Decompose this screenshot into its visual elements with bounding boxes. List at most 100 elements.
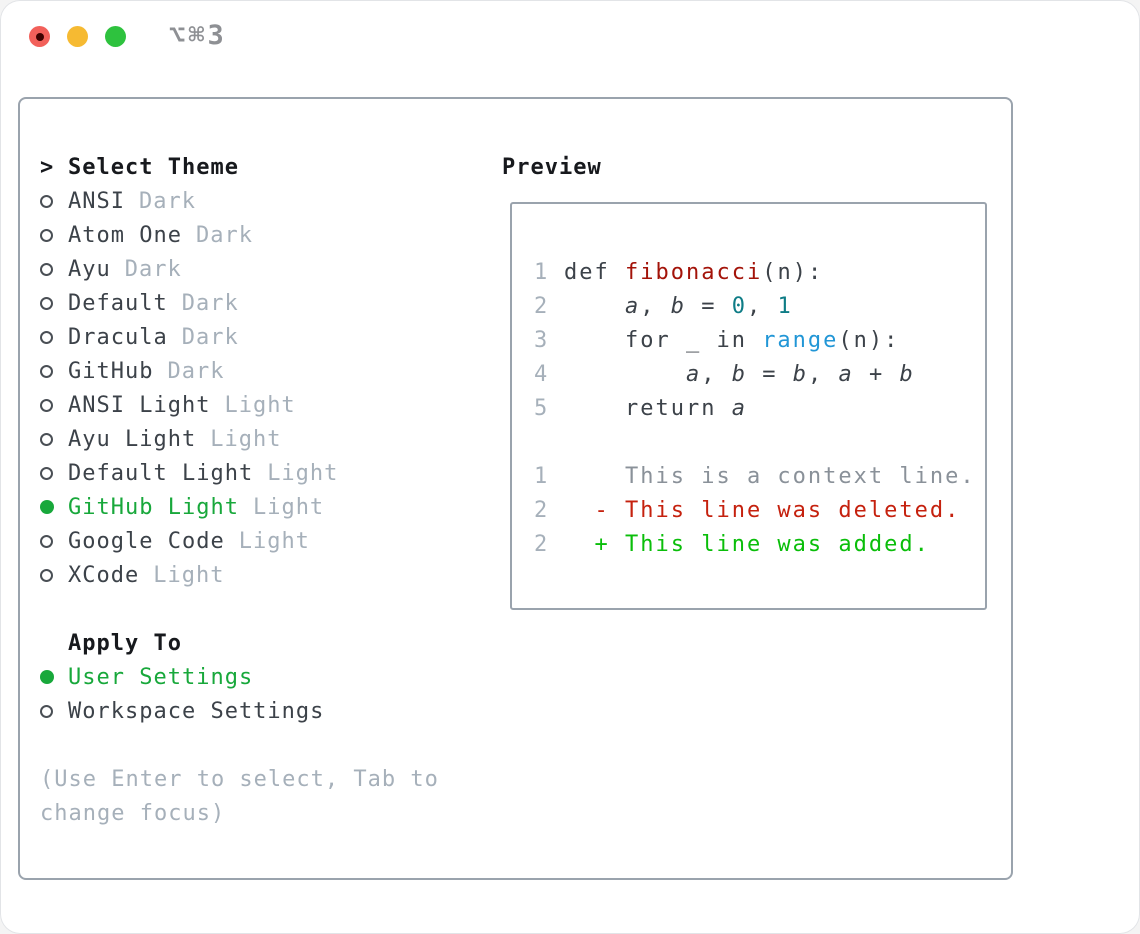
code-line: 4 a, b = b, a + b [534, 357, 976, 391]
theme-option-ayu[interactable]: Ayu Dark [40, 252, 439, 286]
apply-to-options-list: User Settings Workspace Settings [40, 660, 439, 728]
code-token: b [899, 361, 915, 387]
code-token: b [792, 361, 808, 387]
minimize-button-icon[interactable] [67, 26, 88, 47]
theme-option-dracula[interactable]: Dracula Dark [40, 320, 439, 354]
option-label: Default [68, 290, 168, 316]
code-token: (n): [838, 327, 900, 353]
radio-selected-icon [40, 500, 54, 514]
code-token: + [853, 361, 900, 387]
code-token: b [731, 361, 747, 387]
close-button-icon[interactable] [29, 26, 50, 47]
radio-unselected-icon [40, 398, 53, 412]
option-variant-tag: Dark [181, 290, 239, 316]
radio-unselected-icon [40, 704, 53, 718]
line-number: 2 [534, 531, 550, 557]
code-token: 1 [777, 293, 793, 319]
preview-title: Preview [502, 154, 602, 180]
keyboard-hint: (Use Enter to select, Tab to change focus… [40, 762, 439, 830]
window-controls [29, 26, 126, 47]
apply-option-user-settings[interactable]: User Settings [40, 660, 439, 694]
line-number: 1 [534, 259, 550, 285]
option-variant-tag: Dark [181, 324, 239, 350]
code-line: 1 def fibonacci (n): [534, 255, 976, 289]
code-token: = [685, 293, 732, 319]
theme-option-atom-one[interactable]: Atom One Dark [40, 218, 439, 252]
radio-unselected-icon [40, 194, 53, 208]
radio-selected-icon [40, 670, 54, 684]
code-token [564, 294, 625, 319]
spacer-row [534, 425, 976, 459]
option-label: Google Code [68, 528, 225, 554]
theme-option-google-code[interactable]: Google Code Light [40, 524, 439, 558]
code-token: , [640, 293, 671, 319]
theme-option-github[interactable]: GitHub Dark [40, 354, 439, 388]
theme-option-default-light[interactable]: Default Light Light [40, 456, 439, 490]
select-theme-header: > Select Theme [40, 150, 439, 184]
code-token: a [624, 293, 641, 319]
code-line: 3 for _ in range (n): [534, 323, 976, 357]
line-number: 2 [534, 293, 550, 319]
code-token: (n): [762, 259, 824, 285]
radio-unselected-icon [40, 330, 53, 344]
theme-option-xcode[interactable]: XCode Light [40, 558, 439, 592]
theme-picker-panel: > Select Theme ANSI Dark Atom One Dark Ayu Da… [18, 97, 1013, 880]
line-number: 2 [534, 497, 550, 523]
option-label: Workspace Settings [68, 698, 325, 724]
code-token: a [685, 361, 702, 387]
radio-unselected-icon [40, 568, 53, 582]
line-number: 1 [534, 463, 550, 489]
diff-line-added: 2 + This line was added. [534, 527, 976, 561]
zoom-button-icon[interactable] [105, 26, 126, 47]
theme-option-ayu-light[interactable]: Ayu Light Light [40, 422, 439, 456]
option-label: GitHub [68, 358, 154, 384]
spacer-row [40, 592, 439, 626]
keyboard-hint-line: (Use Enter to select, Tab to [40, 766, 439, 792]
theme-list-column: > Select Theme ANSI Dark Atom One Dark Ayu Da… [40, 150, 439, 830]
code-token: , [701, 361, 732, 387]
code-token: return [564, 395, 732, 421]
option-variant-tag: Light [224, 392, 296, 418]
option-label: XCode [68, 562, 140, 588]
code-token: a [731, 395, 747, 421]
option-label: ANSI [68, 188, 125, 214]
code-token: b [670, 293, 686, 319]
theme-option-default[interactable]: Default Dark [40, 286, 439, 320]
option-variant-tag: Dark [138, 188, 196, 214]
code-token: , [746, 293, 778, 319]
code-token: , [807, 361, 839, 387]
option-variant-tag: Dark [167, 358, 225, 384]
keyboard-hint-line: change focus) [40, 800, 226, 826]
theme-option-ansi[interactable]: ANSI Dark [40, 184, 439, 218]
radio-unselected-icon [40, 364, 53, 378]
apply-option-workspace-settings[interactable]: Workspace Settings [40, 694, 439, 728]
option-variant-tag: Light [252, 494, 325, 520]
window-title-shortcut: ⌥⌘3 [169, 20, 227, 51]
radio-unselected-icon [40, 228, 53, 242]
option-variant-tag: Dark [195, 222, 253, 248]
option-variant-tag: Light [238, 528, 310, 554]
option-label: GitHub Light [68, 494, 239, 520]
code-token: range [762, 327, 839, 353]
select-theme-title: Select Theme [68, 154, 239, 180]
radio-unselected-icon [40, 296, 53, 310]
option-variant-tag: Light [210, 426, 282, 452]
diff-line-context: 1 This is a context line. [534, 459, 976, 493]
theme-option-ansi-light[interactable]: ANSI Light Light [40, 388, 439, 422]
theme-option-github-light[interactable]: GitHub Light Light [40, 490, 439, 524]
code-line: 5 return a [534, 391, 976, 425]
radio-unselected-icon [40, 432, 53, 446]
radio-unselected-icon [40, 466, 53, 480]
code-token: def [564, 259, 625, 285]
diff-text: - This line was deleted. [564, 497, 961, 523]
option-label: Ayu Light [68, 426, 197, 452]
line-number: 5 [534, 395, 550, 421]
code-token: a [838, 361, 854, 387]
code-token [564, 362, 686, 387]
code-line: 2 a, b = 0, 1 [534, 289, 976, 323]
line-number: 4 [534, 361, 550, 387]
option-label: Default Light [68, 460, 254, 486]
option-label: Dracula [68, 324, 168, 350]
